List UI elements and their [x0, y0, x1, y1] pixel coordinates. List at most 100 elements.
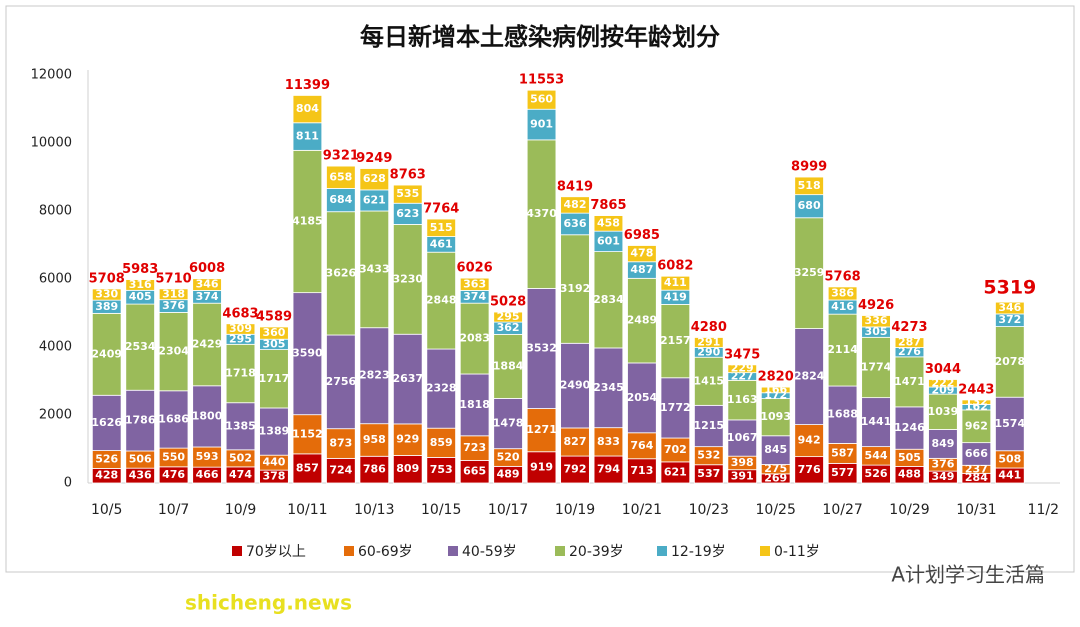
bar-segment	[392, 333, 423, 425]
bar-segment	[660, 304, 691, 379]
bar-segment	[660, 275, 691, 291]
data-label: 2083	[459, 332, 490, 345]
data-label: 601	[597, 234, 620, 247]
bar-segment	[225, 343, 256, 404]
legend-swatch	[344, 546, 354, 556]
x-tick-label: 10/9	[225, 502, 256, 518]
bar-segment	[326, 457, 356, 484]
data-label: 776	[798, 463, 821, 476]
data-label: 132	[965, 395, 988, 408]
data-label: 665	[463, 465, 486, 478]
bar-segment	[192, 302, 222, 387]
bar-segment	[627, 277, 657, 364]
total-label: 4683	[222, 306, 258, 321]
bar-segment	[861, 315, 891, 328]
data-label: 1152	[292, 427, 323, 440]
data-label: 2328	[426, 382, 457, 395]
bar-segment	[426, 456, 456, 484]
bar-segment	[928, 429, 958, 459]
data-label: 376	[162, 299, 185, 312]
data-label: 458	[597, 216, 620, 229]
legend-label: 70岁以上	[246, 544, 306, 560]
bar-segment	[760, 398, 791, 437]
data-label: 1786	[125, 414, 156, 427]
bar-segment	[426, 218, 456, 237]
total-label: 4926	[858, 298, 894, 313]
bar-segment	[760, 386, 791, 394]
data-label: 2848	[426, 294, 457, 307]
data-label: 436	[129, 469, 152, 482]
legend-label: 60-69岁	[358, 544, 413, 560]
total-label: 6985	[624, 228, 660, 243]
data-label: 428	[95, 469, 118, 482]
data-label: 3532	[526, 341, 557, 354]
legend-swatch	[555, 546, 565, 556]
total-label: 9249	[356, 151, 392, 166]
bar-segment	[995, 301, 1025, 315]
data-label: 1688	[827, 408, 858, 421]
data-label: 1415	[693, 374, 724, 387]
bar-segment	[894, 337, 925, 348]
total-label: 3475	[724, 347, 760, 362]
data-label: 166	[764, 383, 787, 396]
data-label: 658	[329, 170, 352, 183]
data-label: 336	[865, 314, 888, 327]
bar-segment	[359, 210, 390, 329]
x-tick-label: 10/27	[822, 502, 862, 518]
data-label: 305	[262, 337, 285, 350]
data-label: 962	[965, 419, 988, 432]
data-label: 482	[564, 198, 587, 211]
data-label: 372	[998, 313, 1021, 326]
total-label: 4589	[256, 309, 292, 324]
data-label: 804	[296, 102, 319, 115]
bar-segment	[192, 385, 222, 448]
data-label: 508	[998, 452, 1021, 465]
data-label: 389	[95, 300, 118, 313]
data-label: 518	[798, 179, 821, 192]
bar-segment	[660, 377, 691, 439]
data-label: 2489	[627, 314, 658, 327]
x-tick-label: 10/15	[421, 502, 461, 518]
data-label: 1774	[861, 360, 892, 373]
data-label: 1818	[459, 398, 490, 411]
data-label: 3433	[359, 262, 390, 275]
data-label: 2054	[627, 391, 658, 404]
data-label: 901	[530, 118, 553, 131]
bar-segment	[627, 432, 657, 460]
data-label: 550	[162, 450, 185, 463]
total-label: 5983	[122, 262, 158, 277]
y-tick-label: 10000	[31, 136, 72, 151]
bar-segment	[526, 89, 557, 110]
data-label: 532	[697, 449, 720, 462]
bar-segment	[426, 348, 456, 429]
y-tick-label: 4000	[39, 340, 72, 355]
total-label: 5319	[983, 277, 1036, 299]
total-label: 4280	[691, 320, 727, 335]
data-label: 476	[162, 468, 185, 481]
bar-segment	[158, 288, 189, 301]
x-tick-label: 10/25	[756, 502, 796, 518]
data-label: 1039	[928, 405, 959, 418]
bar-segment	[593, 215, 624, 232]
chart-title: 每日新增本土感染病例按年龄划分	[360, 23, 720, 51]
data-label: 316	[129, 278, 152, 291]
bar-segment	[560, 196, 590, 214]
data-label: 1478	[493, 417, 524, 430]
bar-segment	[961, 399, 992, 405]
data-label: 628	[363, 172, 386, 185]
total-label: 7764	[423, 202, 459, 217]
watermark: shicheng.news	[185, 591, 352, 615]
legend-label: 20-39岁	[569, 544, 624, 560]
bar-segment	[694, 356, 724, 406]
bar-segment	[928, 393, 958, 430]
data-label: 2345	[593, 381, 624, 394]
data-label: 3590	[292, 347, 323, 360]
data-label: 416	[831, 300, 854, 313]
bar-segment	[526, 408, 557, 453]
bar-segment	[326, 334, 356, 430]
data-label: 346	[998, 301, 1021, 314]
data-label: 222	[931, 376, 954, 389]
y-tick-label: 0	[64, 476, 72, 491]
data-label: 713	[630, 464, 653, 477]
x-tick-label: 10/7	[158, 502, 189, 518]
